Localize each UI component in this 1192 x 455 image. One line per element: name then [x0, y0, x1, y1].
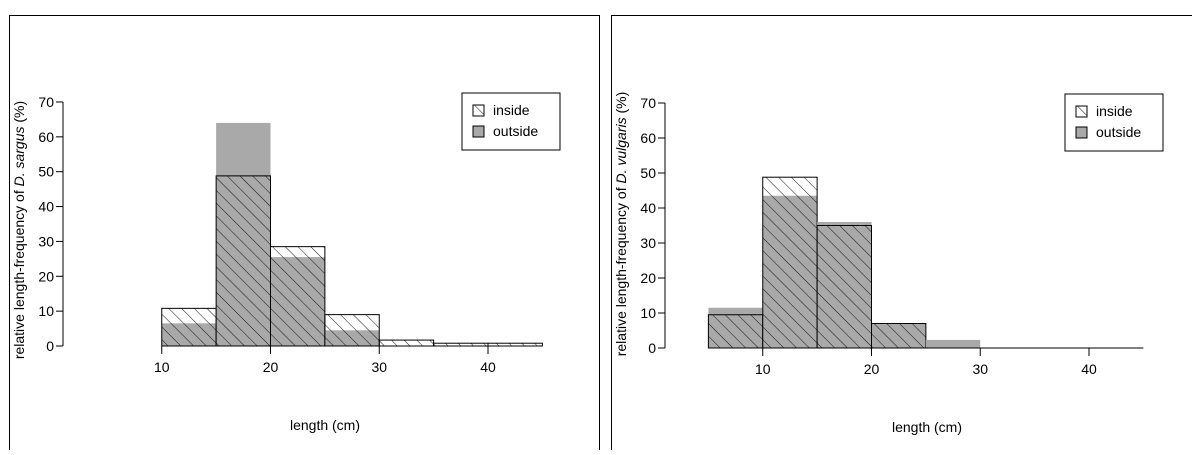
legend-swatch-inside: [473, 105, 484, 116]
y-tick-label: 50: [38, 164, 54, 180]
y-tick-label: 30: [38, 233, 54, 249]
histogram-vulgaris: 0 10 20 30 40 50 60 70 10 20 30 40 length (cm) rela…: [601, 0, 1192, 450]
y-tick-label: 0: [46, 338, 54, 354]
x-tick-label: 20: [263, 359, 279, 375]
bar-inside: [763, 177, 817, 348]
chart-panel-sargus: 0 10 20 30 40 50 60 70 10 20 30 40 length (cm) rela…: [0, 0, 605, 450]
chart-panel-vulgaris: 0 10 20 30 40 50 60 70 10 20 30 40 length (cm) rela…: [601, 0, 1192, 450]
legend-label-outside: outside: [1096, 124, 1141, 140]
x-tick-label: 30: [972, 361, 988, 377]
y-tick-label: 70: [640, 95, 656, 111]
bar-inside: [162, 308, 216, 346]
x-tick-label: 10: [154, 359, 170, 375]
x-tick-label: 20: [864, 361, 880, 377]
legend-label-outside: outside: [493, 123, 538, 139]
y-tick-label: 10: [38, 303, 54, 319]
bar-inside: [325, 315, 379, 346]
legend-label-inside: inside: [1096, 103, 1133, 119]
y-tick-label: 10: [640, 305, 656, 321]
y-tick-label: 20: [640, 270, 656, 286]
y-tick-label: 40: [640, 200, 656, 216]
y-tick-label: 60: [38, 129, 54, 145]
bar-outside: [926, 340, 980, 348]
y-axis-label: relative length-frequency of D. sargus (…: [11, 101, 27, 359]
panel-frame: [612, 16, 1192, 451]
panel-frame: [10, 16, 600, 451]
y-tick-label: 50: [640, 165, 656, 181]
legend-swatch-outside: [473, 126, 484, 137]
x-tick-label: 40: [480, 359, 496, 375]
y-tick-label: 70: [38, 94, 54, 110]
y-axis-label: relative length-frequency of D. vulgaris…: [613, 92, 629, 357]
x-axis-label: length (cm): [290, 417, 360, 433]
bar-inside: [817, 226, 871, 349]
legend: inside outside: [1065, 94, 1163, 151]
x-axis-label: length (cm): [892, 419, 962, 435]
bar-inside: [708, 315, 762, 348]
legend-label-inside: inside: [493, 102, 530, 118]
x-tick-label: 10: [755, 361, 771, 377]
legend: inside outside: [462, 93, 560, 150]
y-tick-label: 0: [648, 340, 656, 356]
y-tick-label: 20: [38, 268, 54, 284]
bar-inside: [872, 324, 926, 349]
bar-inside: [379, 340, 433, 346]
y-tick-label: 40: [38, 199, 54, 215]
legend-swatch-outside: [1076, 127, 1087, 138]
x-tick-label: 40: [1081, 361, 1097, 377]
histogram-sargus: 0 10 20 30 40 50 60 70 10 20 30 40 length (cm) rela…: [0, 0, 605, 450]
bar-inside: [271, 247, 325, 346]
legend-swatch-inside: [1076, 106, 1087, 117]
y-tick-label: 60: [640, 130, 656, 146]
bar-inside: [216, 176, 270, 346]
x-tick-label: 30: [371, 359, 387, 375]
y-tick-label: 30: [640, 235, 656, 251]
